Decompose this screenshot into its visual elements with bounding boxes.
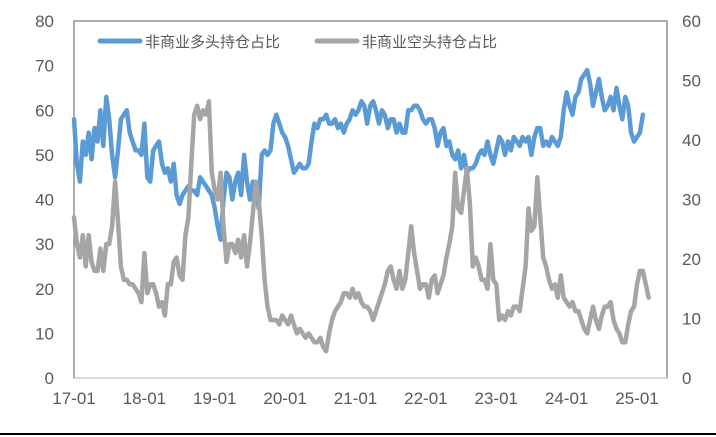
bottom-divider: [0, 433, 716, 435]
left-axis-tick-label: 50: [35, 146, 54, 165]
left-axis-tick-label: 70: [35, 57, 54, 76]
right-y-axis: 60 50 40 30 20 10 0: [682, 12, 701, 388]
x-axis-tick-label: 22-01: [404, 389, 447, 408]
right-axis-tick-label: 60: [682, 12, 701, 31]
x-axis-tick-label: 18-01: [123, 389, 166, 408]
left-y-axis: 80 70 60 50 40 30 20 10 0: [35, 12, 54, 388]
legend-label-short: 非商业空头持仓占比: [362, 33, 497, 51]
left-axis-tick-label: 0: [45, 369, 54, 388]
left-axis-tick-label: 20: [35, 280, 54, 299]
right-axis-tick-label: 0: [682, 369, 691, 388]
plot-frame: [73, 20, 668, 379]
right-axis-tick-label: 20: [682, 250, 701, 269]
x-axis-tick-label: 17-01: [52, 389, 95, 408]
x-axis-tick-label: 25-01: [615, 389, 658, 408]
x-axis-tick-label: 24-01: [545, 389, 588, 408]
right-axis-tick-label: 10: [682, 310, 701, 329]
right-axis-tick-label: 50: [682, 72, 701, 91]
left-axis-tick-label: 40: [35, 191, 54, 210]
left-axis-tick-label: 80: [35, 12, 54, 31]
x-axis-tick-label: 21-01: [334, 389, 377, 408]
x-axis-tick-label: 20-01: [263, 389, 306, 408]
x-axis-tick-label: 19-01: [193, 389, 236, 408]
legend: 非商业多头持仓占比 非商业空头持仓占比: [97, 33, 497, 51]
series-long-position-line: [71, 67, 646, 242]
left-axis-tick-label: 60: [35, 101, 54, 120]
right-axis-tick-label: 40: [682, 131, 701, 150]
left-axis-tick-label: 30: [35, 235, 54, 254]
series-short-position-line: [71, 99, 651, 354]
x-axis: 17-01 18-01 19-01 20-01 21-01 22-01 23-01 24-01…: [52, 389, 658, 408]
legend-label-long: 非商业多头持仓占比: [145, 33, 280, 51]
right-axis-tick-label: 30: [682, 191, 701, 210]
x-axis-tick-label: 23-01: [475, 389, 518, 408]
left-axis-tick-label: 10: [35, 324, 54, 343]
